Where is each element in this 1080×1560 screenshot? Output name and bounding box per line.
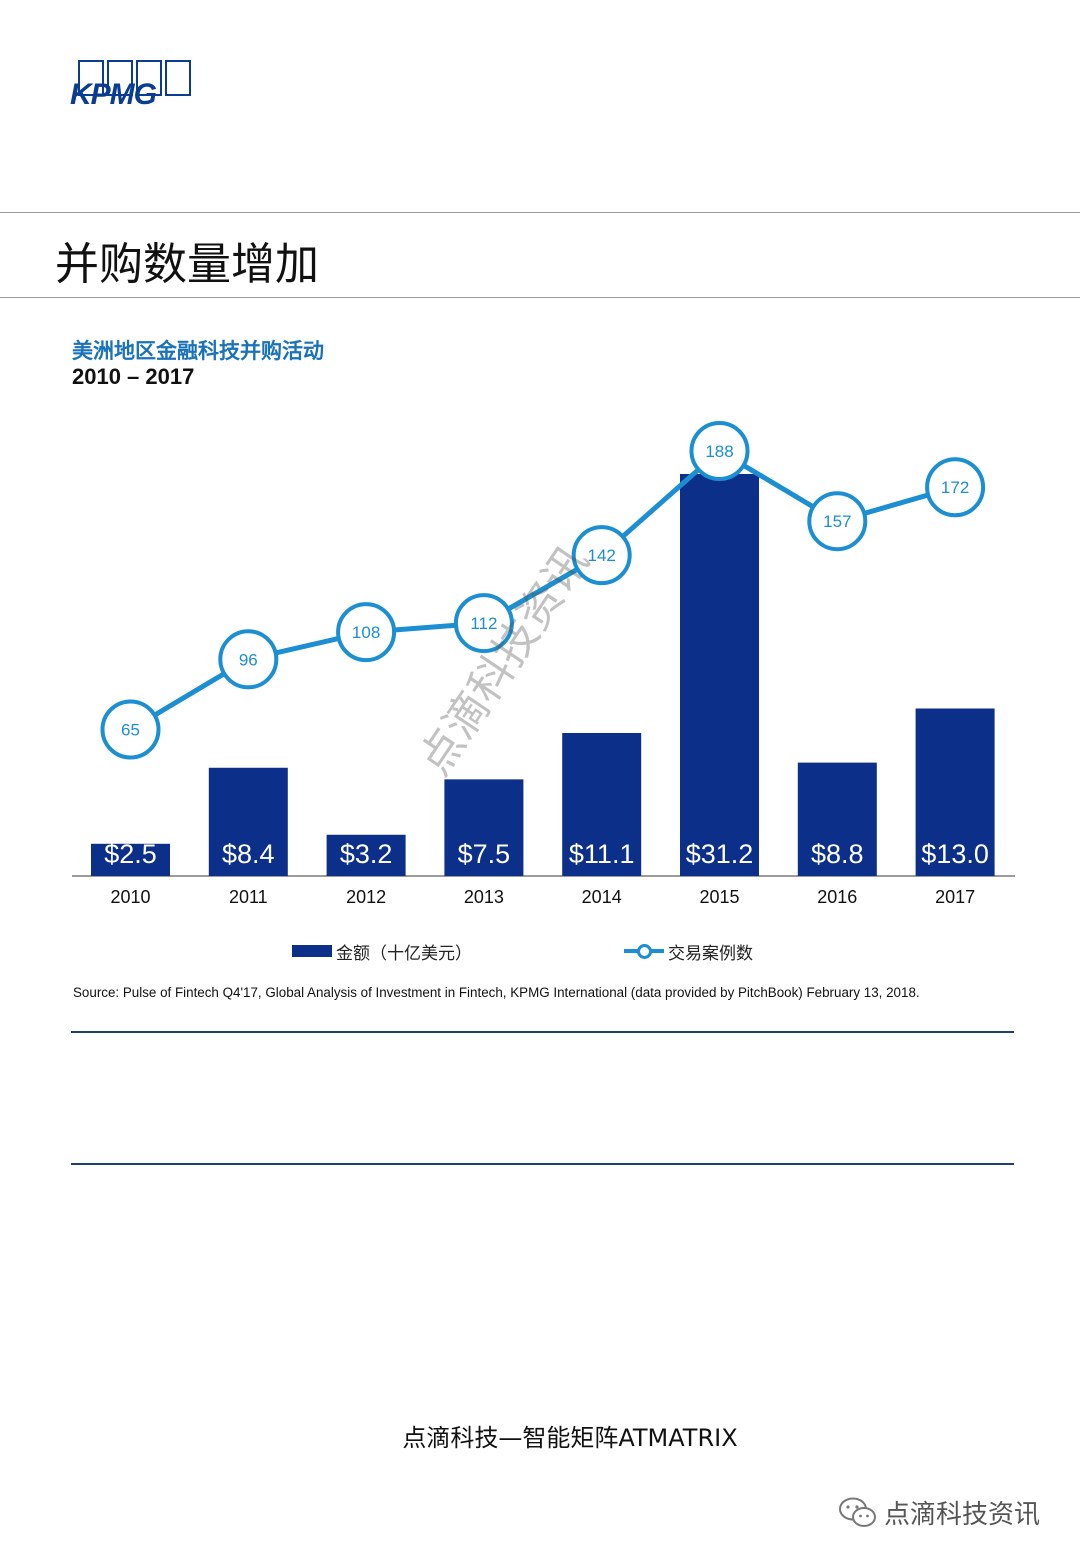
- bar-value-label: $11.1: [569, 839, 635, 869]
- chart-title: 美洲地区金融科技并购活动: [72, 339, 324, 363]
- bar-2017: [915, 708, 995, 876]
- x-tick-label: 2013: [464, 887, 504, 907]
- ma-activity-chart: $2.5 $8.4 $3.2 $7.5 $11.1 $31.2 $8.8 $13.0 2010 2…: [72, 421, 1015, 907]
- chart-subtitle: 2010 – 2017: [72, 364, 195, 389]
- deal-count-point: [218, 629, 279, 690]
- bar-2013: [444, 779, 524, 876]
- deal-count-label: 188: [705, 442, 733, 461]
- x-tick-label: 2016: [817, 887, 857, 907]
- legend-label-amount: 金额（十亿美元）: [336, 943, 472, 964]
- deal-count-point: [807, 491, 868, 552]
- deal-count-point: [336, 602, 397, 663]
- legend-line-swatch: [624, 944, 664, 959]
- deal-count-point: [100, 699, 161, 760]
- wechat-icon: [839, 1497, 876, 1527]
- header-divider: [0, 212, 1080, 213]
- bar-2010: [91, 843, 170, 876]
- bar-2011: [208, 767, 288, 876]
- blue-divider-top: [71, 1031, 1014, 1033]
- x-tick-label: 2011: [229, 887, 268, 907]
- legend-item-amount: 金额（十亿美元）: [292, 938, 472, 964]
- deal-count-label: 108: [352, 623, 380, 642]
- bar-value-label: $31.2: [686, 839, 754, 869]
- kpmg-logo-text: KPMG: [70, 78, 157, 111]
- deal-count-label: 157: [823, 512, 851, 531]
- bar-2012: [326, 834, 406, 876]
- legend-item-deal-count: 交易案例数: [624, 938, 753, 964]
- bar-2016: [797, 762, 877, 876]
- legend-bar-swatch: [292, 945, 332, 957]
- deal-count-label: 112: [470, 614, 497, 633]
- kpmg-logo-boxes: [78, 60, 194, 96]
- bar-value-label: $7.5: [458, 839, 511, 869]
- x-tick-label: 2017: [935, 887, 975, 907]
- wechat-account-name: 点滴科技资讯: [884, 1500, 1041, 1530]
- x-tick-label: 2010: [110, 887, 150, 907]
- bar-value-label: $13.0: [921, 839, 989, 869]
- deal-count-label: 65: [121, 721, 140, 740]
- x-tick-label: 2012: [346, 887, 386, 907]
- deal-count-label: 172: [941, 478, 969, 497]
- bar-value-label: $8.4: [222, 839, 275, 869]
- kpmg-logo: KPMG: [70, 60, 194, 112]
- wechat-account: 点滴科技资讯: [838, 1494, 1040, 1531]
- deal-count-point: [925, 457, 986, 518]
- deal-count-label: 142: [588, 546, 616, 565]
- title-divider: [0, 297, 1080, 298]
- bar-2014: [562, 732, 642, 876]
- legend-label-deal-count: 交易案例数: [668, 943, 753, 964]
- bar-2015: [680, 474, 759, 876]
- blue-divider-bottom: [71, 1163, 1014, 1165]
- deal-count-point: [689, 421, 750, 481]
- source-note: Source: Pulse of Fintech Q4'17, Global A…: [73, 985, 920, 1000]
- bar-value-label: $2.5: [104, 839, 157, 869]
- page-title: 并购数量增加: [55, 239, 319, 290]
- deal-count-point: [571, 525, 632, 586]
- bar-value-label: $8.8: [811, 839, 864, 869]
- x-tick-label: 2015: [699, 887, 739, 907]
- bar-value-label: $3.2: [340, 839, 393, 869]
- deal-count-point: [453, 593, 514, 654]
- deal-count-label: 96: [239, 650, 258, 669]
- footer-text: 点滴科技—智能矩阵ATMATRIX: [402, 1424, 738, 1452]
- x-tick-label: 2014: [582, 887, 622, 907]
